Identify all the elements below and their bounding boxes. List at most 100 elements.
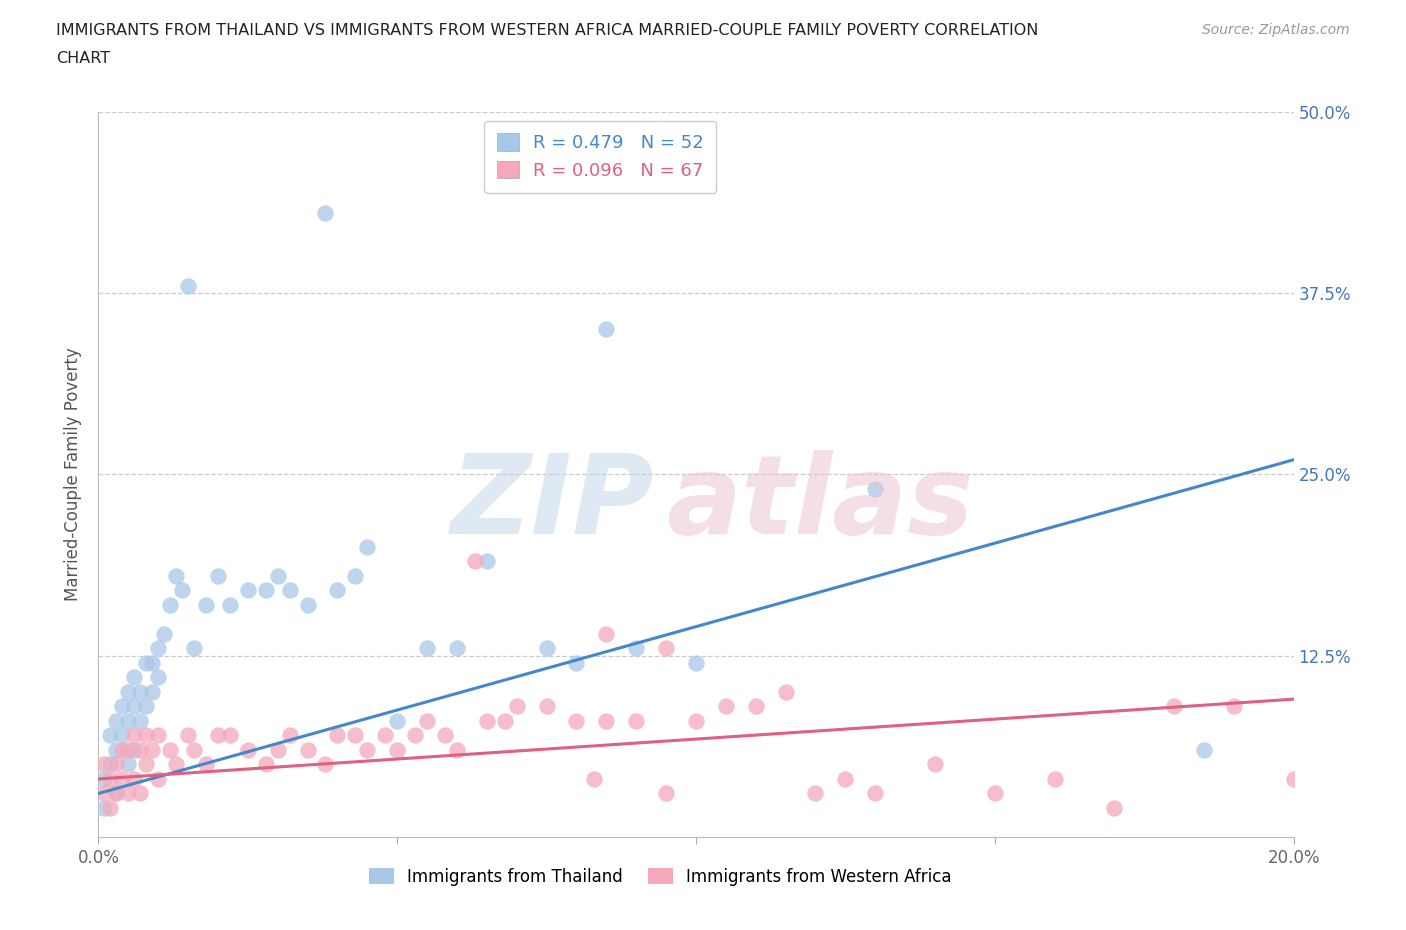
- Point: [385, 713, 409, 728]
- Point: [141, 656, 163, 671]
- Point: [655, 641, 678, 656]
- Point: [595, 627, 617, 642]
- Point: [344, 568, 367, 583]
- Point: [111, 699, 134, 714]
- Point: [536, 699, 558, 714]
- Point: [475, 713, 498, 728]
- Point: [195, 757, 218, 772]
- Point: [117, 684, 139, 699]
- Point: [267, 568, 290, 583]
- Point: [98, 757, 122, 772]
- Y-axis label: Married-Couple Family Poverty: Married-Couple Family Poverty: [65, 348, 83, 601]
- Point: [626, 641, 648, 656]
- Point: [183, 742, 205, 757]
- Point: [105, 786, 128, 801]
- Point: [315, 757, 337, 772]
- Text: IMMIGRANTS FROM THAILAND VS IMMIGRANTS FROM WESTERN AFRICA MARRIED-COUPLE FAMILY: IMMIGRANTS FROM THAILAND VS IMMIGRANTS F…: [56, 23, 1039, 38]
- Point: [135, 757, 157, 772]
- Point: [129, 786, 152, 801]
- Point: [159, 597, 181, 612]
- Point: [326, 583, 349, 598]
- Point: [93, 801, 115, 816]
- Point: [1223, 699, 1246, 714]
- Point: [117, 757, 139, 772]
- Point: [236, 742, 259, 757]
- Point: [267, 742, 290, 757]
- Point: [326, 728, 349, 743]
- Point: [111, 742, 134, 757]
- Point: [207, 568, 229, 583]
- Point: [117, 742, 139, 757]
- Point: [135, 728, 157, 743]
- Point: [98, 801, 122, 816]
- Point: [804, 786, 827, 801]
- Point: [135, 656, 157, 671]
- Point: [93, 772, 115, 787]
- Text: CHART: CHART: [56, 51, 110, 66]
- Point: [124, 742, 146, 757]
- Point: [315, 206, 337, 220]
- Point: [183, 641, 205, 656]
- Point: [434, 728, 457, 743]
- Point: [105, 757, 128, 772]
- Point: [98, 728, 122, 743]
- Point: [117, 786, 139, 801]
- Point: [924, 757, 946, 772]
- Point: [1104, 801, 1126, 816]
- Point: [356, 742, 378, 757]
- Point: [148, 772, 170, 787]
- Point: [385, 742, 409, 757]
- Point: [124, 699, 146, 714]
- Point: [117, 713, 139, 728]
- Point: [124, 670, 146, 684]
- Point: [1043, 772, 1066, 787]
- Text: Source: ZipAtlas.com: Source: ZipAtlas.com: [1202, 23, 1350, 37]
- Point: [655, 786, 678, 801]
- Point: [494, 713, 516, 728]
- Point: [583, 772, 606, 787]
- Point: [111, 728, 134, 743]
- Point: [207, 728, 229, 743]
- Point: [464, 554, 486, 569]
- Point: [195, 597, 218, 612]
- Point: [254, 757, 277, 772]
- Point: [565, 713, 588, 728]
- Legend: Immigrants from Thailand, Immigrants from Western Africa: Immigrants from Thailand, Immigrants fro…: [360, 859, 960, 894]
- Point: [344, 728, 367, 743]
- Point: [124, 728, 146, 743]
- Point: [219, 597, 242, 612]
- Point: [1192, 742, 1215, 757]
- Point: [129, 684, 152, 699]
- Point: [141, 742, 163, 757]
- Point: [416, 713, 439, 728]
- Point: [159, 742, 181, 757]
- Point: [865, 482, 887, 497]
- Point: [278, 583, 301, 598]
- Point: [105, 786, 128, 801]
- Point: [984, 786, 1007, 801]
- Point: [374, 728, 396, 743]
- Point: [177, 728, 200, 743]
- Point: [135, 699, 157, 714]
- Point: [98, 772, 122, 787]
- Point: [148, 728, 170, 743]
- Point: [105, 742, 128, 757]
- Point: [834, 772, 856, 787]
- Point: [177, 278, 200, 293]
- Point: [124, 772, 146, 787]
- Point: [446, 742, 468, 757]
- Point: [105, 713, 128, 728]
- Point: [148, 670, 170, 684]
- Point: [93, 757, 115, 772]
- Point: [775, 684, 797, 699]
- Point: [129, 713, 152, 728]
- Point: [153, 627, 176, 642]
- Point: [165, 568, 187, 583]
- Point: [278, 728, 301, 743]
- Text: atlas: atlas: [666, 450, 973, 557]
- Point: [416, 641, 439, 656]
- Point: [745, 699, 768, 714]
- Point: [111, 772, 134, 787]
- Point: [475, 554, 498, 569]
- Point: [129, 742, 152, 757]
